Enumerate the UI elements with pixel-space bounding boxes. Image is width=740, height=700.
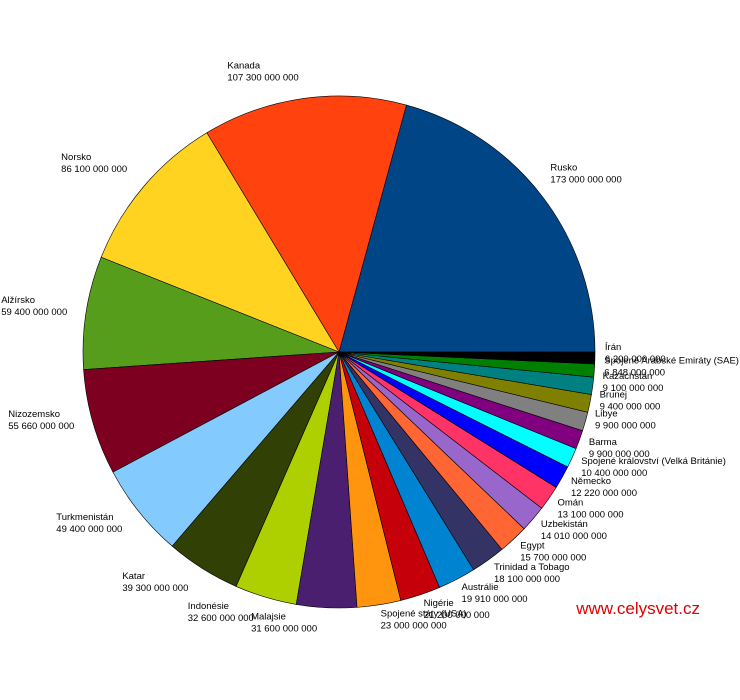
slice-value-label: 32 600 000 000 xyxy=(188,613,254,624)
slice-value-label: 86 100 000 000 xyxy=(61,164,127,175)
slice-label: Kazachstán xyxy=(603,371,653,382)
slice-value-label: 14 010 000 000 xyxy=(541,531,607,542)
slice-label: Německo xyxy=(571,476,611,487)
slice-value-label: 107 300 000 000 xyxy=(227,73,298,84)
slice-value-label: 19 910 000 000 xyxy=(462,594,528,605)
slice-value-label: 9 900 000 000 xyxy=(595,420,656,431)
slice-value-label: 15 700 000 000 xyxy=(520,553,586,564)
slice-value-label: 59 400 000 000 xyxy=(1,307,67,318)
slice-value-label: 31 600 000 000 xyxy=(251,624,317,635)
slice-label: Libye xyxy=(595,408,618,419)
pie-slice xyxy=(206,95,407,353)
slice-label: Kanada xyxy=(227,61,260,72)
slice-value-label: 39 300 000 000 xyxy=(122,583,188,594)
slice-label: Malajsie xyxy=(251,612,286,623)
slice-label: Norsko xyxy=(61,152,91,163)
slice-value-label: 23 000 000 000 xyxy=(381,621,447,632)
pie-slice xyxy=(83,351,340,473)
slice-value-label: 55 660 000 000 xyxy=(8,421,74,432)
slice-label: Spojené Arabské Emiráty (SAE) xyxy=(604,355,739,366)
slice-label: Turkmenistán xyxy=(56,512,113,523)
slice-value-label: 18 100 000 000 xyxy=(494,574,560,585)
slice-value-label: 21 200 000 000 xyxy=(424,610,490,621)
slice-value-label: 9 900 000 000 xyxy=(589,449,650,460)
slice-label: Barma xyxy=(589,437,618,448)
slice-value-label: 6 848 000 000 xyxy=(604,367,665,378)
slice-label: Uzbekistán xyxy=(541,519,588,530)
slice-label: Egypt xyxy=(520,541,545,552)
slice-value-label: 13 100 000 000 xyxy=(557,510,623,521)
slice-value-label: 10 400 000 000 xyxy=(581,468,647,479)
slice-label: Omán xyxy=(557,498,583,509)
pie-slice xyxy=(338,104,596,353)
watermark: www.celysvet.cz xyxy=(575,599,700,618)
slice-value-label: 12 220 000 000 xyxy=(571,488,637,499)
slice-label: Spojené státy (USA) xyxy=(381,609,467,620)
pie-slice xyxy=(100,132,340,353)
slice-value-label: 49 400 000 000 xyxy=(56,524,122,535)
slice-label: Nizozemsko xyxy=(8,409,60,420)
slice-value-label: 9 100 000 000 xyxy=(603,383,664,394)
slice-value-label: 9 400 000 000 xyxy=(600,401,661,412)
slice-label: Spojené království (Velká Británie) xyxy=(581,456,726,467)
slice-label: Nigérie xyxy=(424,598,454,609)
slice-label: Brunej xyxy=(600,389,627,400)
slice-value-label: 173 000 000 000 xyxy=(550,175,621,186)
slice-label: Austrálie xyxy=(462,582,499,593)
slice-label: Indonésie xyxy=(188,601,229,612)
slice-label: Alžírsko xyxy=(1,295,35,306)
pie-slice xyxy=(82,256,340,370)
slice-label: Katar xyxy=(122,571,145,582)
slice-label: Rusko xyxy=(550,163,577,174)
slice-value-label: 6 200 000 000 xyxy=(605,354,666,365)
pie-slice xyxy=(338,351,596,365)
slice-label: Trinidad a Tobago xyxy=(494,562,570,573)
slice-label: Írán xyxy=(605,342,621,353)
